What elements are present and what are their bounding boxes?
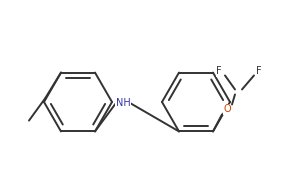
Text: O: O <box>223 104 231 114</box>
Text: NH: NH <box>116 98 130 108</box>
Text: F: F <box>256 66 262 76</box>
Text: F: F <box>216 66 222 76</box>
